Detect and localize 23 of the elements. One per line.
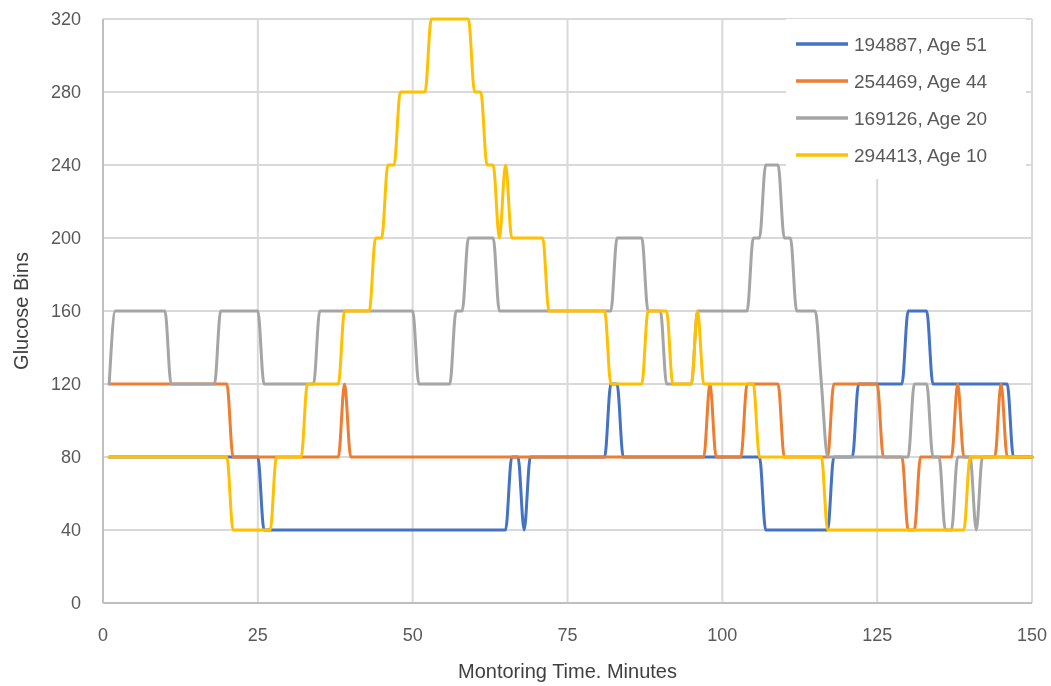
y-tick-label: 80 <box>60 447 81 467</box>
x-tick-label: 100 <box>707 625 738 645</box>
y-axis-title: Glucose Bins <box>10 252 32 370</box>
y-tick-label: 0 <box>70 593 81 613</box>
y-tick-label: 120 <box>50 374 81 394</box>
y-tick-label: 160 <box>50 301 81 321</box>
line-series <box>107 17 1034 532</box>
legend-label: 294413, Age 10 <box>854 145 988 166</box>
x-tick-label: 125 <box>862 625 893 645</box>
legend-label: 169126, Age 20 <box>854 108 988 129</box>
x-axis-title: Montoring Time. Minutes <box>458 660 677 682</box>
x-tick-label: 0 <box>97 625 109 645</box>
legend-label: 194887, Age 51 <box>854 34 988 55</box>
y-tick-label: 40 <box>60 520 81 540</box>
x-tick-label: 75 <box>557 625 578 645</box>
x-tick-label: 150 <box>1016 625 1048 645</box>
x-tick-label: 50 <box>402 625 423 645</box>
y-tick-label: 240 <box>50 155 81 175</box>
legend-label: 254469, Age 44 <box>854 71 988 92</box>
y-tick-label: 280 <box>50 82 81 102</box>
y-tick-label: 320 <box>50 9 81 29</box>
y-tick-label: 200 <box>50 228 81 248</box>
x-tick-label: 25 <box>247 625 268 645</box>
